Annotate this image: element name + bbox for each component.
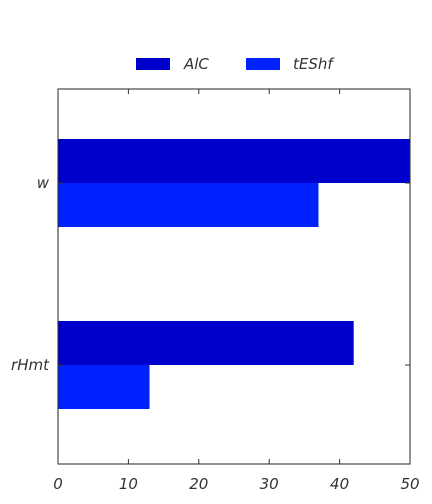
legend-label-AlC: AlC xyxy=(183,55,209,73)
x-tick-label-40: 40 xyxy=(330,475,349,493)
y-axis-ticks: w rHmt xyxy=(11,174,410,374)
legend-label-tEShf: tEShf xyxy=(293,55,335,73)
bar-AlC-w xyxy=(58,139,410,183)
y-tick-label-w: w xyxy=(37,174,50,192)
legend-swatch-tEShf xyxy=(246,58,280,70)
bar-tEShf-w xyxy=(58,183,319,227)
y-tick-label-rHmt: rHmt xyxy=(11,356,50,374)
legend-swatch-AlC xyxy=(136,58,170,70)
x-tick-label-10: 10 xyxy=(119,475,138,493)
x-tick-label-50: 50 xyxy=(400,475,419,493)
plot-frame xyxy=(57,88,411,465)
axes xyxy=(57,88,411,465)
x-axis-ticks: 0 10 20 30 40 50 xyxy=(53,89,420,493)
x-tick-label-30: 30 xyxy=(260,475,279,493)
bar-AlC-rHmt xyxy=(58,321,354,365)
bar-tEShf-rHmt xyxy=(58,365,150,409)
x-tick-label-20: 20 xyxy=(189,475,208,493)
bars xyxy=(58,139,410,409)
legend: AlC tEShf xyxy=(136,55,335,73)
x-tick-label-0: 0 xyxy=(53,475,63,493)
